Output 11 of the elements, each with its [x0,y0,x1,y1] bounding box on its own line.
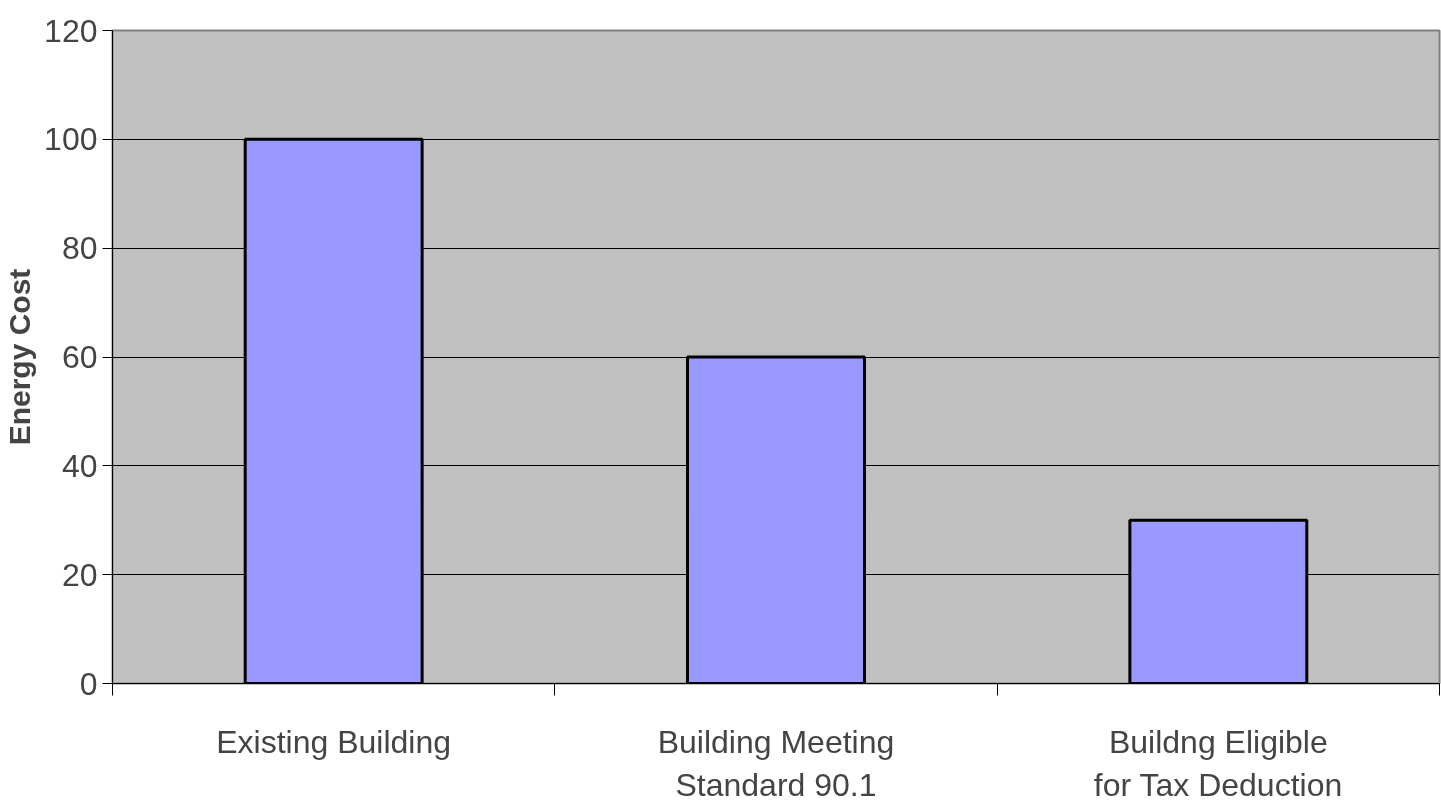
y-tick-label: 40 [61,447,98,484]
y-axis-title: Energy Cost [3,268,37,446]
x-tick-label: Existing Building [216,723,452,760]
x-tick-label: Buildng Eligible for Tax Deduction [1093,723,1343,803]
y-tick-label: 20 [61,556,98,593]
y-tick-label: 0 [79,665,98,702]
y-tick-label: 100 [44,121,98,158]
y-tick-label: 80 [61,230,98,267]
x-tick-label: Building Meeting Standard 90.1 [657,723,895,803]
y-tick-label: 120 [44,12,98,49]
y-tick-label: 60 [61,339,98,375]
